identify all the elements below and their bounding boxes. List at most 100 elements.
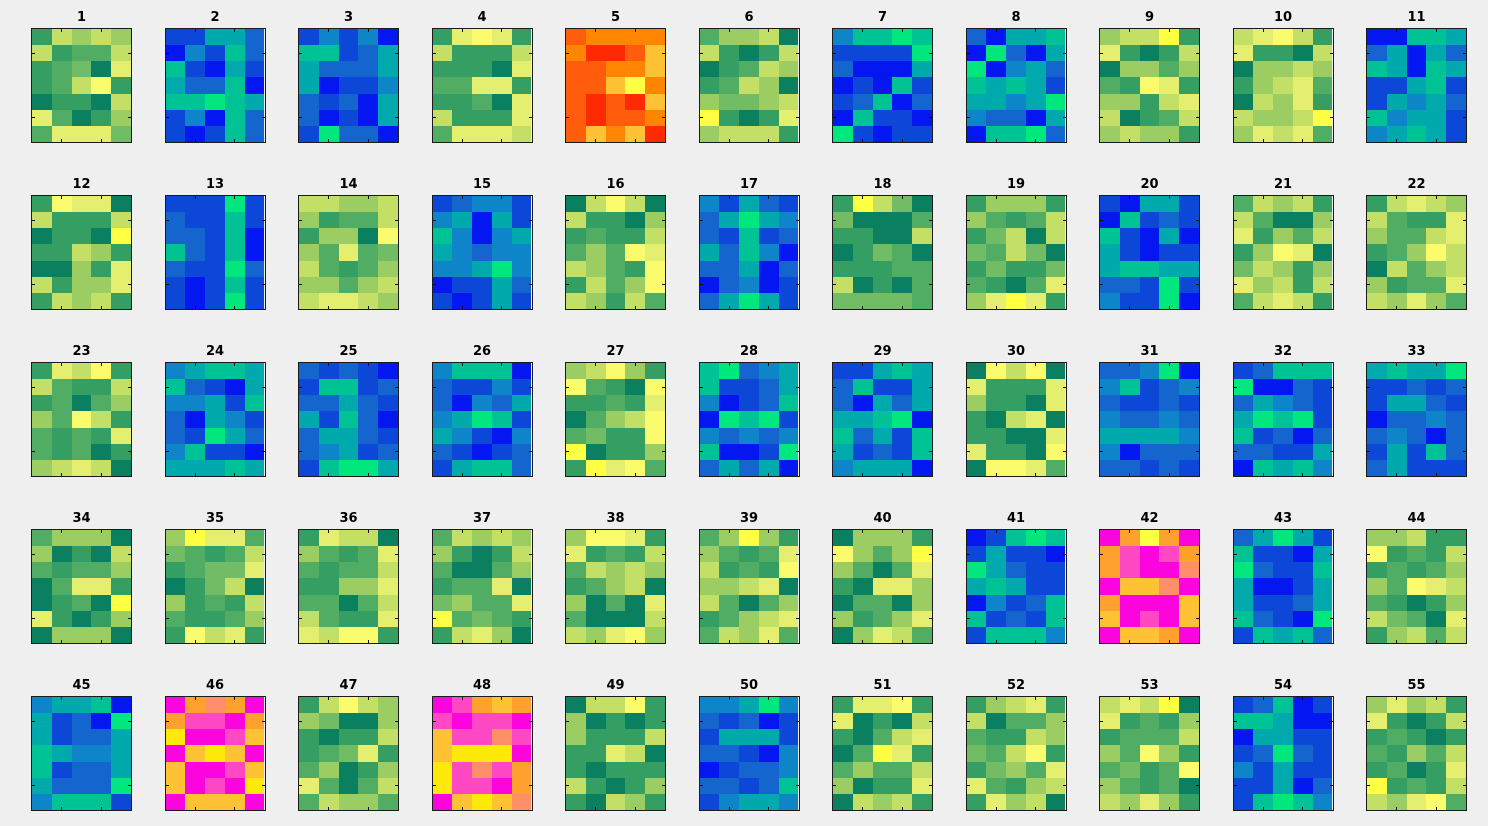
heatmap-cell <box>1139 777 1160 794</box>
axis-tick <box>768 530 770 533</box>
heatmap-6: 6 <box>698 0 800 143</box>
heatmap-cell <box>185 276 206 293</box>
heatmap-canvas <box>698 195 800 310</box>
heatmap-cell <box>1233 793 1254 810</box>
heatmap-cell <box>605 212 626 229</box>
heatmap-canvas <box>31 529 132 644</box>
heatmap-cell <box>1406 697 1427 714</box>
heatmap-cell <box>338 228 359 245</box>
heatmap-cell <box>1273 626 1293 643</box>
heatmap-cell <box>605 45 626 62</box>
heatmap-cell <box>472 109 492 126</box>
axis-tick <box>901 640 903 643</box>
axis-tick <box>1329 451 1333 453</box>
heatmap-cell <box>719 594 740 611</box>
heatmap-cell <box>1312 395 1333 412</box>
heatmap-cell <box>912 427 932 444</box>
heatmap-cell <box>1273 578 1293 595</box>
heatmap-cell <box>205 578 225 595</box>
heatmap-cell <box>872 260 893 277</box>
axis-tick <box>1035 530 1037 533</box>
heatmap-cell <box>1100 45 1120 62</box>
heatmap-cell <box>1139 379 1160 396</box>
heatmap-cell <box>778 777 799 794</box>
heatmap-cell <box>1273 594 1293 611</box>
heatmap-cell <box>1292 29 1313 46</box>
heatmap-cell <box>778 594 799 611</box>
heatmap-cell <box>566 610 586 627</box>
heatmap-cell <box>872 761 893 778</box>
axis-tick <box>795 219 799 221</box>
heatmap-cell <box>1119 93 1140 110</box>
heatmap-cell <box>699 713 720 730</box>
heatmap-cell <box>299 761 319 778</box>
heatmap-cell <box>1253 626 1274 643</box>
heatmap-title: 1 <box>76 10 87 25</box>
heatmap-cell <box>892 196 913 213</box>
heatmap-cell <box>71 45 92 62</box>
heatmap-cell <box>758 125 779 142</box>
heatmap-cell <box>432 395 453 412</box>
axis-tick <box>128 386 131 388</box>
axis-tick <box>768 807 770 810</box>
heatmap-cell <box>338 443 359 460</box>
heatmap-canvas <box>832 362 933 477</box>
heatmap-cell <box>585 594 606 611</box>
axis-tick <box>795 386 799 388</box>
heatmap-cell <box>71 228 92 245</box>
heatmap-cell <box>1406 626 1427 643</box>
heatmap-cell <box>205 761 225 778</box>
heatmap-cell <box>511 61 532 78</box>
heatmap-cell <box>892 29 913 46</box>
axis-tick <box>901 139 903 142</box>
axis-tick <box>1233 720 1237 722</box>
heatmap-cell <box>625 276 646 293</box>
heatmap-22: 22 <box>1366 167 1467 310</box>
heatmap-cell <box>1406 93 1427 110</box>
heatmap-cell <box>244 459 265 476</box>
heatmap-cell <box>165 196 186 213</box>
heatmap-cell <box>605 363 626 380</box>
heatmap-cell <box>318 29 339 46</box>
heatmap-cell <box>452 260 473 277</box>
heatmap-cell <box>378 745 398 762</box>
heatmap-cell <box>205 125 225 142</box>
heatmap-cell <box>244 443 265 460</box>
heatmap-cell <box>1159 109 1180 126</box>
heatmap-cell <box>71 562 92 579</box>
heatmap-cell <box>1119 562 1140 579</box>
heatmap-cell <box>1045 427 1066 444</box>
heatmap-cell <box>566 729 586 746</box>
heatmap-cell <box>1367 713 1387 730</box>
heatmap-cell <box>719 379 740 396</box>
heatmap-cell <box>111 260 131 277</box>
heatmap-cell <box>1446 745 1466 762</box>
heatmap-cell <box>739 777 759 794</box>
axis-tick <box>1329 219 1333 221</box>
heatmap-title: 26 <box>472 344 492 359</box>
heatmap-cell <box>32 45 52 62</box>
heatmap-cell <box>318 292 339 309</box>
heatmap-title: 44 <box>1407 511 1426 526</box>
heatmap-cell <box>566 626 586 643</box>
heatmap-cell <box>625 260 646 277</box>
heatmap-cell <box>338 459 359 476</box>
heatmap-cell <box>378 697 398 714</box>
heatmap-cell <box>719 363 740 380</box>
heatmap-cell <box>986 610 1007 627</box>
heatmap-cell <box>852 626 873 643</box>
heatmap-cell <box>852 411 873 428</box>
heatmap-cell <box>1100 443 1120 460</box>
heatmap-cell <box>358 459 379 476</box>
heatmap-cell <box>1025 125 1046 142</box>
heatmap-cell <box>966 793 987 810</box>
heatmap-cell <box>852 395 873 412</box>
heatmap-cell <box>986 697 1007 714</box>
axis-tick <box>1100 284 1103 286</box>
heatmap-44: 44 <box>1366 501 1467 644</box>
heatmap-cell <box>758 562 779 579</box>
heatmap-cell <box>1367 276 1387 293</box>
axis-tick <box>1463 720 1466 722</box>
axis-tick <box>1062 284 1066 286</box>
heatmap-cell <box>1100 260 1120 277</box>
